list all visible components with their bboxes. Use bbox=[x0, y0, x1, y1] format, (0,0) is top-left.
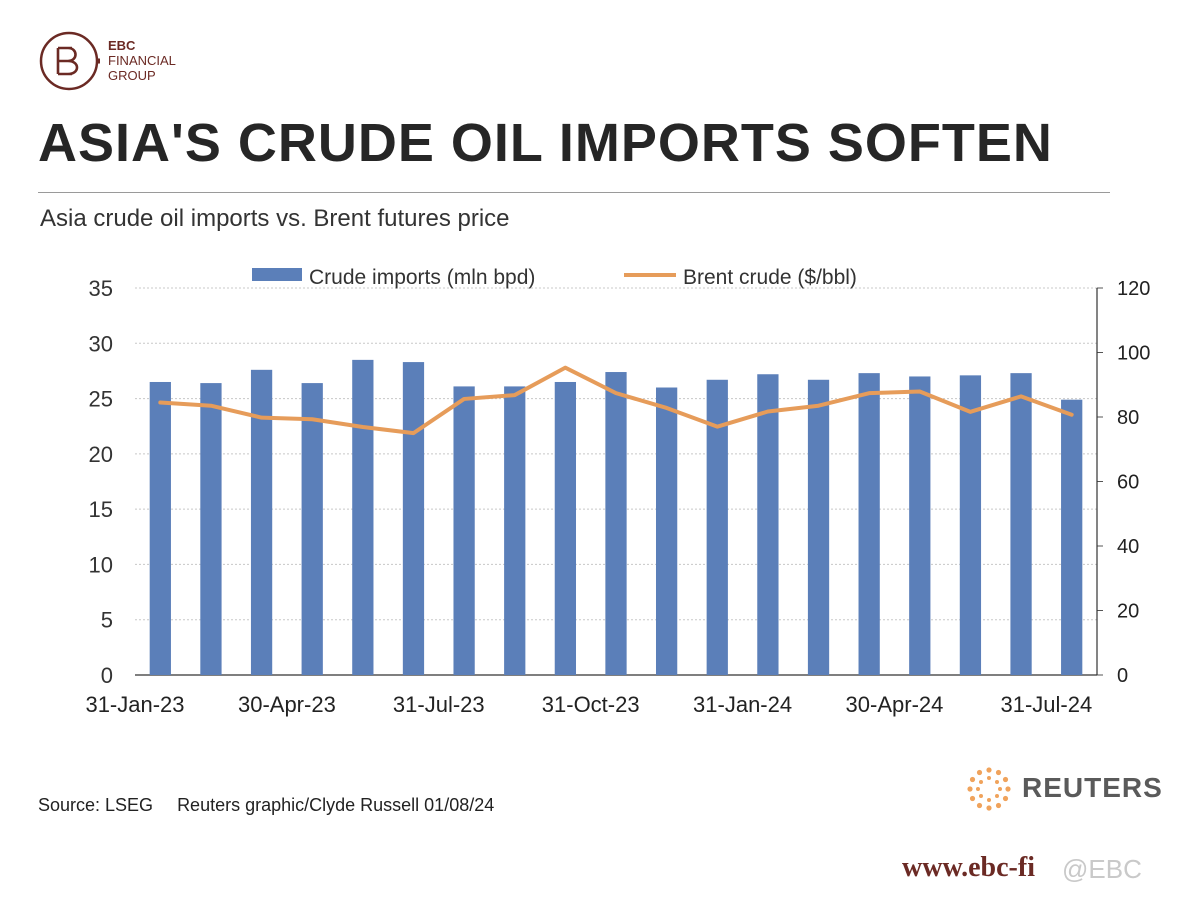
y-right-tick-label: 100 bbox=[1117, 343, 1150, 365]
bar bbox=[655, 387, 678, 675]
bar bbox=[757, 374, 779, 675]
bar bbox=[250, 369, 273, 675]
y-right-tick-label: 20 bbox=[1117, 601, 1139, 623]
x-tick-label: 30-Apr-24 bbox=[846, 692, 944, 717]
y-right-tick-label: 40 bbox=[1117, 536, 1139, 558]
x-tick-label: 30-Apr-23 bbox=[238, 692, 336, 717]
bar bbox=[352, 359, 374, 675]
y-left-tick-label: 20 bbox=[89, 442, 113, 467]
headline-divider bbox=[38, 192, 1110, 193]
ebc-logo-text: EBC FINANCIAL GROUP bbox=[108, 38, 176, 83]
bar bbox=[858, 373, 880, 675]
legend-label-crude-imports: Crude imports (mln bpd) bbox=[309, 266, 535, 289]
x-tick-label: 31-Oct-23 bbox=[542, 692, 640, 717]
y-right-tick-label: 0 bbox=[1117, 665, 1128, 687]
y-left-tick-label: 10 bbox=[89, 552, 113, 577]
reuters-wordmark: REUTERS bbox=[1022, 772, 1163, 803]
y-left-tick-label: 15 bbox=[89, 497, 113, 522]
brent-line bbox=[158, 365, 1074, 436]
bar bbox=[504, 386, 526, 675]
y-left-tick-label: 5 bbox=[101, 608, 113, 633]
y-right-tick-label: 80 bbox=[1117, 407, 1139, 429]
bar bbox=[706, 379, 728, 675]
bar bbox=[149, 381, 171, 675]
reuters-dots-icon bbox=[967, 767, 1011, 811]
bar bbox=[959, 375, 982, 675]
logo-line-group: GROUP bbox=[108, 68, 156, 83]
bar bbox=[301, 383, 323, 675]
logo-line-financial: FINANCIAL bbox=[108, 53, 176, 68]
bar bbox=[807, 379, 830, 675]
x-tick-label: 31-Jan-24 bbox=[693, 692, 792, 717]
ebc-logo: EBC FINANCIAL GROUP bbox=[38, 30, 208, 94]
reuters-logo: REUTERS bbox=[966, 766, 1166, 812]
y-right-tick-label: 120 bbox=[1117, 278, 1150, 300]
bar bbox=[402, 362, 425, 675]
legend-swatch-crude-imports bbox=[252, 268, 302, 281]
y-left-tick-label: 25 bbox=[89, 387, 113, 412]
ebc-monogram-icon bbox=[39, 31, 100, 91]
chart-title: Asia crude oil imports vs. Brent futures… bbox=[40, 205, 510, 232]
logo-brand: EBC bbox=[108, 38, 136, 53]
y-right-tick-label: 60 bbox=[1117, 472, 1139, 494]
bar bbox=[200, 383, 222, 675]
x-tick-label: 31-Jan-23 bbox=[85, 692, 184, 717]
page-headline: ASIA'S CRUDE OIL IMPORTS SOFTEN bbox=[38, 113, 1053, 173]
bar bbox=[605, 372, 627, 675]
source-line: Source: LSEG Reuters graphic/Clyde Russel… bbox=[38, 795, 494, 816]
bar bbox=[1061, 399, 1083, 675]
y-left-tick-label: 35 bbox=[89, 276, 113, 301]
credit-text: Reuters graphic/Clyde Russell 01/08/24 bbox=[177, 795, 495, 815]
bar bbox=[453, 386, 475, 675]
website-url[interactable]: www.ebc-fi bbox=[902, 852, 1035, 883]
bar bbox=[909, 376, 931, 675]
bar bbox=[554, 381, 577, 675]
source-text: Source: LSEG bbox=[38, 795, 154, 815]
chart: 0 5 10 15 20 25 30 35 0 20 40 60 80 100 120 31-Jan-23 30… bbox=[85, 266, 1150, 717]
y-left-tick-label: 30 bbox=[89, 331, 113, 356]
watermark: @EBC bbox=[1062, 854, 1142, 884]
x-tick-label: 31-Jul-24 bbox=[1001, 692, 1093, 717]
y-left-tick-label: 0 bbox=[101, 663, 113, 688]
x-tick-label: 31-Jul-23 bbox=[393, 692, 485, 717]
legend-label-brent: Brent crude ($/bbl) bbox=[683, 266, 857, 289]
bar bbox=[1010, 373, 1032, 675]
